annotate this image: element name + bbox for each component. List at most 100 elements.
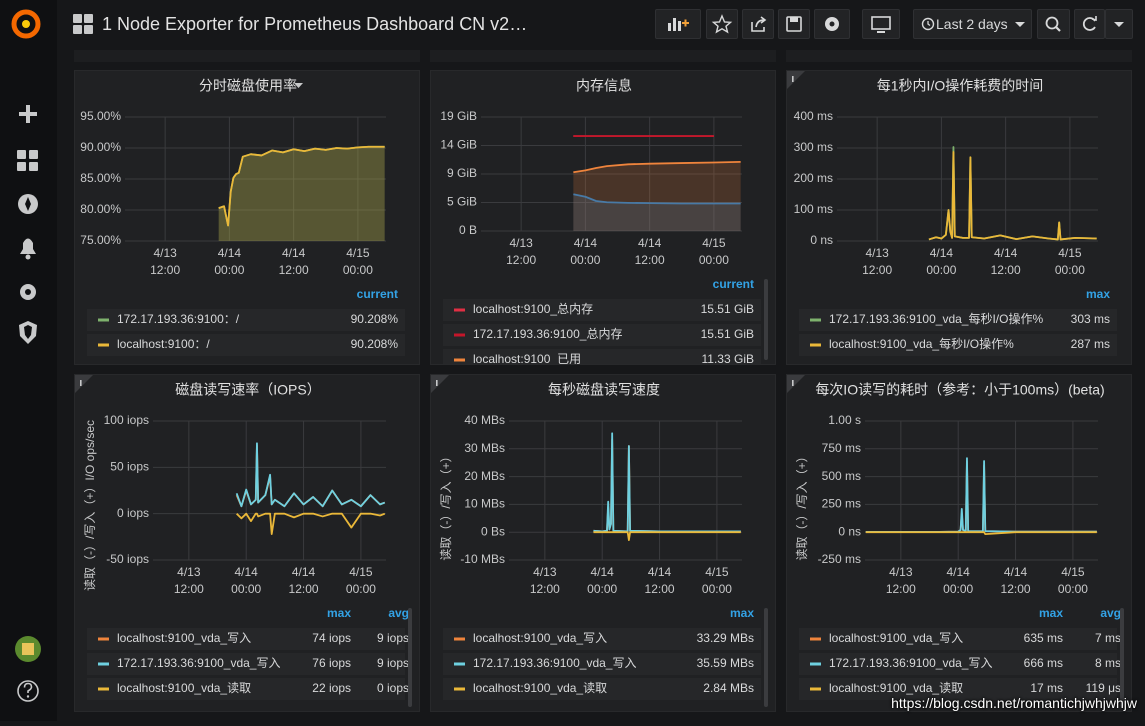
time-picker[interactable]: Last 2 days: [913, 9, 1032, 39]
panel: 分时磁盘使用率 75.00% 80.00% 85.00% 90.00% 95.00% cur…: [74, 70, 420, 365]
x-tick-label: 4/14 00:00: [943, 565, 974, 596]
x-tick-label: 4/14 12:00: [288, 565, 319, 596]
legend-value: 8 ms: [1095, 656, 1121, 670]
x-tick-label: 4/15 00:00: [345, 565, 376, 596]
legend-header: max: [1039, 606, 1063, 620]
panel-menu-caret[interactable]: [294, 83, 304, 89]
legend-name: localhost:9100_vda_写入: [829, 631, 963, 645]
y-tick-label: 80.00%: [80, 202, 121, 216]
legend-value: 22 iops: [312, 681, 351, 695]
panel-title: 磁盘读写速率（IOPS）: [175, 382, 320, 398]
zoom-out-button[interactable]: [1037, 9, 1070, 39]
info-icon: [792, 380, 794, 386]
share-button[interactable]: [742, 9, 774, 39]
legend-scrollbar: [408, 608, 412, 707]
y-tick-label: 40 MBs: [464, 413, 505, 427]
series-line: [573, 160, 741, 174]
legend-name: localhost:9100_vda_读取: [473, 681, 607, 695]
y-tick-label: 750 ms: [822, 441, 861, 455]
y-tick-label: 19 GiB: [440, 109, 477, 123]
x-tick-label: 4/13 12:00: [885, 565, 916, 596]
y-tick-label: 5 GiB: [447, 195, 477, 209]
legend-value: 15.51 GiB: [701, 302, 754, 316]
legend-row: [799, 628, 1117, 650]
y-tick-label: 0 Bs: [481, 524, 505, 538]
refresh-interval-button[interactable]: [1105, 9, 1133, 39]
legend-header: max: [327, 606, 351, 620]
y-tick-label: 300 ms: [794, 140, 833, 154]
series-line: [928, 151, 1097, 241]
legend-header: max: [730, 606, 754, 620]
x-tick-label: 4/14 12:00: [278, 246, 309, 277]
legend-value: 635 ms: [1024, 631, 1063, 645]
legend-value: 0 iops: [377, 681, 409, 695]
x-tick-label: 4/14 00:00: [231, 565, 262, 596]
legend-name: 172.17.193.36:9100_vda_每秒I/O操作%: [829, 311, 1043, 326]
legend-row: [443, 653, 761, 675]
legend-name: localhost:9100_vda_每秒I/O操作%: [829, 336, 1014, 351]
x-tick-label: 4/15 00:00: [1057, 565, 1088, 596]
legend-row: [799, 334, 1117, 356]
star-button[interactable]: [706, 9, 738, 39]
series-line: [865, 531, 1097, 535]
legend-name: 172.17.193.36:9100_总内存: [473, 327, 622, 341]
legend-row: [87, 653, 405, 675]
y-tick-label: 200 ms: [794, 171, 833, 185]
series-line: [218, 145, 385, 227]
x-tick-label: 4/14 12:00: [634, 236, 665, 267]
legend-value: 76 iops: [312, 656, 351, 670]
x-tick-label: 4/14 00:00: [570, 236, 601, 267]
legend-row: [799, 678, 1117, 700]
legend-name: 172.17.193.36:9100_vda_写入: [473, 656, 636, 670]
panel-graph: 内存信息 0 B 5 GiB 9 GiB 14 GiB 19 GiB current loca…: [440, 78, 768, 365]
help-icon[interactable]: [17, 680, 39, 702]
series-line: [593, 438, 741, 533]
y-tick-label: 0 ns: [810, 233, 833, 247]
settings-button[interactable]: [814, 9, 850, 39]
legend-header: avg: [1100, 606, 1121, 620]
panel: 内存信息 0 B 5 GiB 9 GiB 14 GiB 19 GiB current loca…: [430, 70, 776, 365]
y-tick-label: 75.00%: [80, 233, 121, 247]
user-avatar[interactable]: [15, 636, 41, 662]
info-icon: [792, 76, 794, 82]
x-tick-label: 4/15 00:00: [1054, 246, 1085, 277]
panel-graph: 每秒磁盘读写速度 -10 MBs 0 Bs 10 MBs 20 MBs 30 MBs 40 …: [431, 375, 768, 707]
panel-edge: [786, 50, 1132, 62]
legend-value: 9 iops: [377, 656, 409, 670]
legend-header: current: [713, 277, 754, 291]
x-tick-label: 4/13 12:00: [173, 565, 204, 596]
tv-mode-button[interactable]: [862, 9, 900, 39]
add-panel-button[interactable]: [655, 9, 701, 39]
legend-scrollbar: [764, 279, 768, 360]
x-tick-label: 4/13 12:00: [862, 246, 893, 277]
y-tick-label: -10 MBs: [460, 552, 505, 566]
x-tick-label: 4/14 12:00: [644, 565, 675, 596]
y-tick-label: 14 GiB: [440, 138, 477, 152]
legend-row: [87, 678, 405, 700]
x-tick-label: 4/14 12:00: [990, 246, 1021, 277]
x-tick-label: 4/14 00:00: [587, 565, 618, 596]
legend-value: 15.51 GiB: [701, 327, 754, 341]
nav-icons[interactable]: [17, 105, 38, 344]
x-tick-label: 4/13 12:00: [529, 565, 560, 596]
dashboard-title[interactable]: 1 Node Exporter for Prometheus Dashboard…: [102, 14, 528, 34]
grafana-logo[interactable]: [11, 9, 41, 39]
legend-value: 11.33 GiB: [702, 352, 754, 365]
panel-graph: 磁盘读写速率（IOPS） -50 iops 0 iops 50 iops 100 iop…: [75, 375, 412, 707]
panel: 每秒磁盘读写速度 -10 MBs 0 Bs 10 MBs 20 MBs 30 MBs 40 …: [430, 374, 776, 712]
sidebar: [0, 0, 57, 721]
legend-row: [443, 628, 761, 650]
panel-title: 每1秒内I/O操作耗费的时间: [877, 78, 1043, 94]
series-line: [593, 531, 741, 541]
x-tick-label: 4/15 00:00: [698, 236, 729, 267]
save-button[interactable]: [778, 9, 810, 39]
legend-value: 90.208%: [351, 312, 399, 326]
y-tick-label: 20 MBs: [464, 469, 505, 483]
sidebar-icons: [11, 9, 41, 702]
series-area: [218, 146, 385, 241]
refresh-button[interactable]: [1074, 9, 1105, 39]
legend-name: 172.17.193.36:9100_vda_写入: [117, 656, 280, 670]
panel-title: 每次IO读写的耗时（参考：小于100ms）(beta): [815, 382, 1104, 398]
y-tick-label: -50 iops: [106, 552, 149, 566]
legend-header: avg: [388, 606, 409, 620]
